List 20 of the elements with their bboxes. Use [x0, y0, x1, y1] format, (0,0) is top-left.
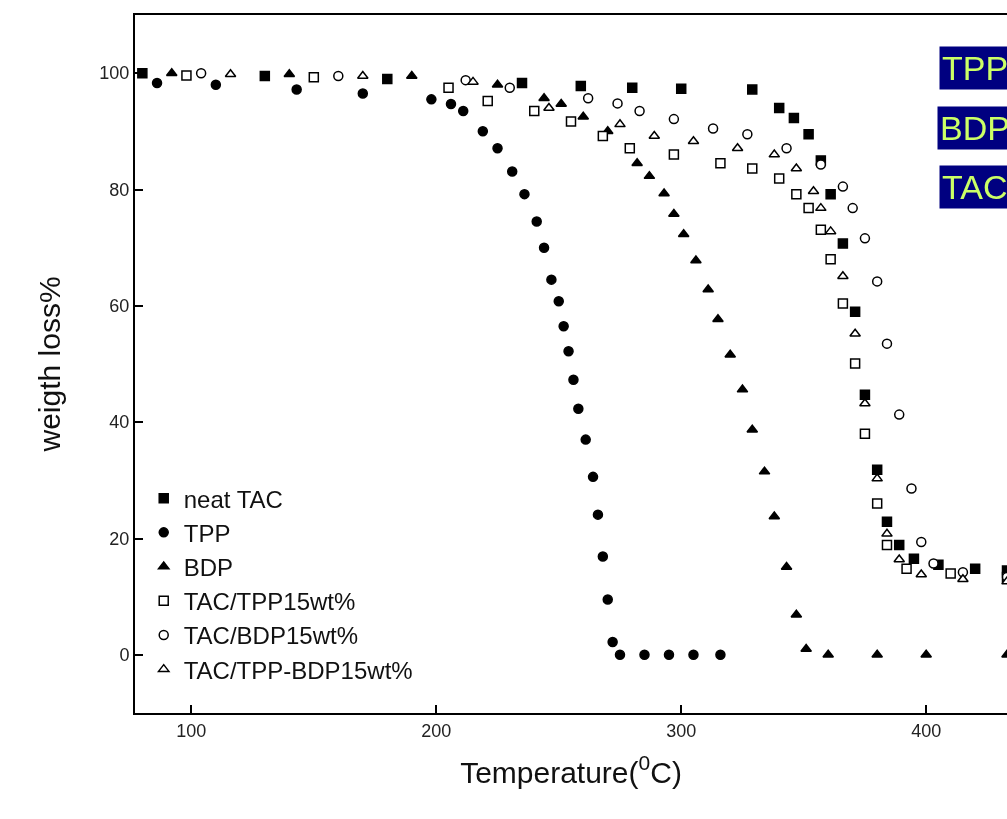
y-tick-label: 40 [109, 412, 130, 433]
legend-label: TAC/BDP15wt% [183, 622, 358, 650]
x-tick-label: 400 [911, 720, 942, 741]
y-tick-label: 0 [119, 645, 130, 666]
x-axis-title: Temperature($^{0}$C) [460, 751, 682, 789]
y-tick-label: 80 [109, 179, 130, 200]
annotation: TAC [942, 168, 1007, 206]
x-tick-label: 200 [421, 720, 452, 741]
x-tick-label: 300 [666, 720, 697, 741]
y-axis-title: weigth loss% [32, 276, 66, 453]
legend-label: TAC/TPP-BDP15wt% [183, 656, 413, 684]
legend-label: TPP [183, 519, 231, 547]
y-tick-label: 100 [99, 63, 130, 84]
y-tick-label: 20 [109, 528, 130, 549]
legend-label: TAC/TPP15wt% [183, 588, 356, 616]
y-tick-label: 60 [109, 296, 130, 317]
annotation: TPP [942, 49, 1007, 87]
legend-label: BDP [183, 553, 234, 581]
x-tick-label: 100 [176, 720, 207, 741]
legend-label: neat TAC [183, 485, 283, 513]
